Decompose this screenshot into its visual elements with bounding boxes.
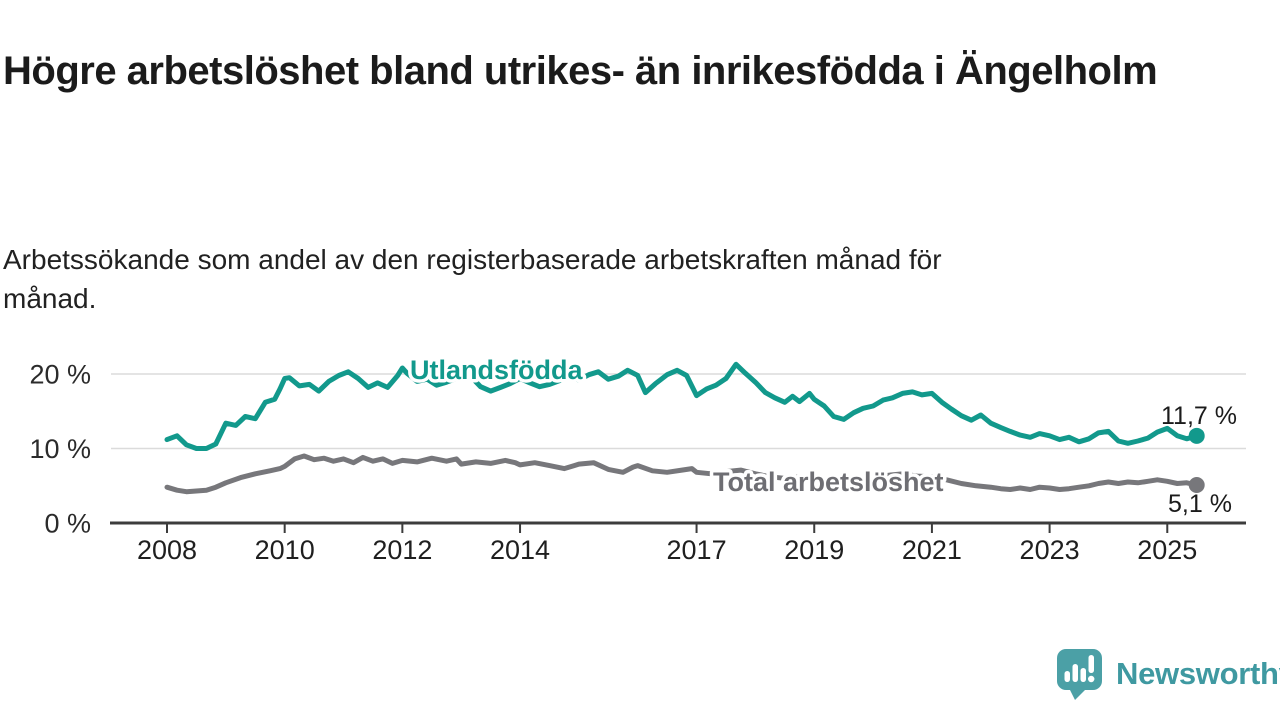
x-axis-tick-label-2019: 2019 (784, 535, 844, 565)
y-axis-label-0: 0 % (44, 509, 91, 539)
x-axis-tick-label-2010: 2010 (255, 535, 315, 565)
newsworthy-logo: Newsworthy (1056, 648, 1280, 700)
series-label-total: Total arbetslöshet (713, 467, 944, 497)
y-axis-label-10: 10 % (29, 434, 91, 464)
series-label-utlandsfodda: Utlandsfödda (410, 355, 583, 385)
x-axis-tick-label-2012: 2012 (372, 535, 432, 565)
x-axis-tick-label-2014: 2014 (490, 535, 550, 565)
series-line-utlandsfodda (164, 361, 1200, 451)
x-axis-tick-label-2025: 2025 (1137, 535, 1197, 565)
series-end-dot-utlandsfodda (1188, 427, 1205, 444)
series-end-dot-total (1188, 477, 1205, 494)
y-axis-label-20: 20 % (29, 360, 91, 390)
line-chart: 0 % 10 % 20 % 2008 2010 2012 2014 2017 2019 2021 2… (29, 352, 1246, 565)
newsworthy-logo-text: Newsworthy (1116, 656, 1280, 691)
x-axis-tick-label-2017: 2017 (667, 535, 727, 565)
x-axis-tick-label-2021: 2021 (902, 535, 962, 565)
x-axis-tick-label-2023: 2023 (1020, 535, 1080, 565)
page-title: Högre arbetslöshet bland utrikes- än inr… (3, 48, 1158, 93)
series-end-value-total: 5,1 % (1168, 490, 1232, 518)
x-axis-tick-label-2008: 2008 (137, 535, 197, 565)
series-end-value-utlandsfodda: 11,7 % (1161, 402, 1237, 430)
newsworthy-speech-bubble-bar-chart-icon (1057, 649, 1102, 700)
page-subtitle: Arbetssökande som andel av den registerb… (3, 244, 942, 315)
series-line-total (164, 453, 1200, 495)
